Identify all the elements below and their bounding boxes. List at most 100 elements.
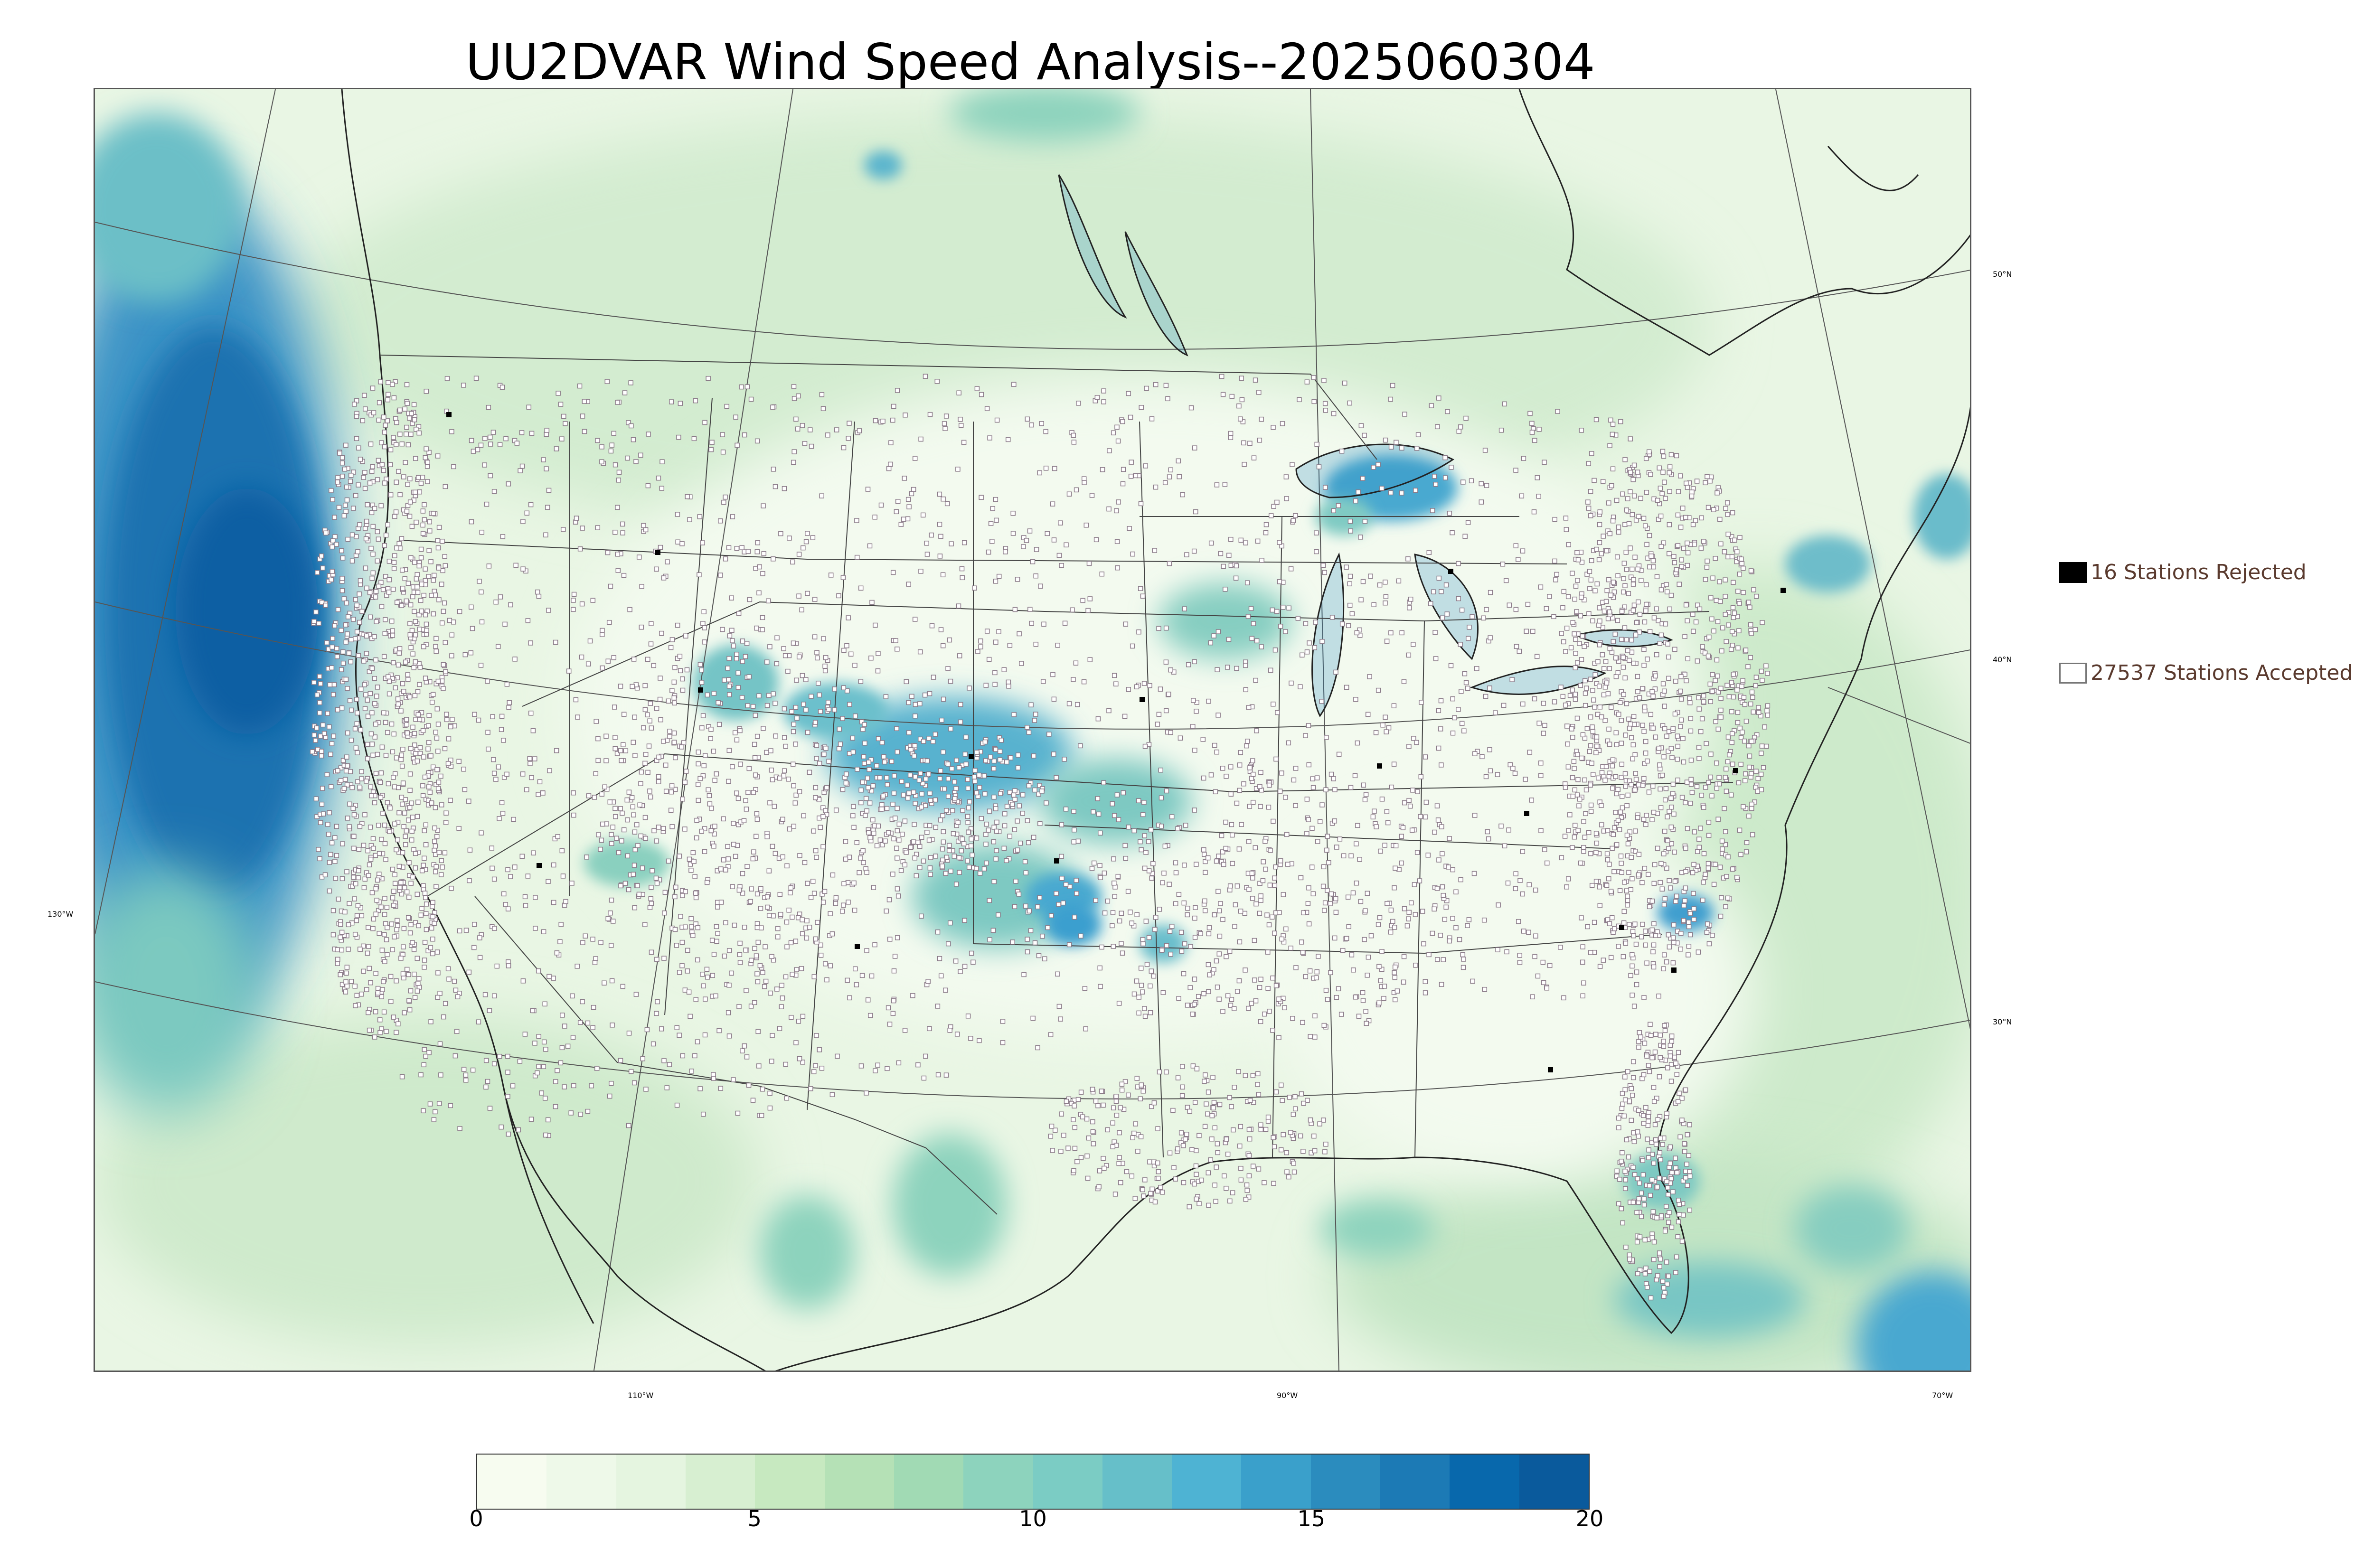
accepted-station-marker: [1620, 1220, 1625, 1226]
accepted-station-marker: [524, 510, 530, 516]
accepted-station-marker: [587, 638, 593, 644]
accepted-station-marker: [1129, 920, 1135, 926]
accepted-station-marker: [1072, 914, 1077, 920]
accepted-station-marker: [1268, 667, 1273, 673]
accepted-station-marker: [887, 1022, 893, 1027]
accepted-station-marker: [1058, 520, 1063, 526]
accepted-station-marker: [1624, 888, 1630, 893]
accepted-station-marker: [793, 1040, 799, 1045]
accepted-station-marker: [364, 585, 369, 591]
accepted-station-marker: [1062, 620, 1068, 626]
accepted-station-marker: [666, 858, 671, 864]
accepted-station-marker: [1741, 804, 1746, 809]
accepted-station-marker: [889, 759, 895, 764]
accepted-station-marker: [730, 514, 735, 519]
accepted-station-marker: [1160, 1190, 1165, 1195]
accepted-station-marker: [397, 432, 403, 437]
accepted-station-marker: [693, 895, 699, 901]
accepted-station-marker: [1599, 551, 1604, 556]
accepted-station-marker: [1258, 804, 1263, 809]
accepted-station-marker: [1439, 982, 1444, 987]
accepted-station-marker: [1654, 1215, 1659, 1221]
accepted-station-marker: [1238, 750, 1243, 755]
accepted-station-marker: [319, 749, 324, 754]
accepted-station-marker: [825, 700, 831, 705]
accepted-station-marker: [743, 798, 748, 803]
accepted-station-marker: [1314, 530, 1319, 535]
accepted-station-marker: [1251, 455, 1257, 460]
accepted-station-marker: [1058, 1016, 1063, 1022]
accepted-station-marker: [1637, 1180, 1642, 1186]
accepted-station-marker: [1643, 523, 1648, 528]
accepted-station-marker: [867, 835, 873, 840]
accepted-station-marker: [828, 573, 834, 578]
accepted-station-marker: [737, 940, 743, 946]
accepted-station-marker: [1015, 577, 1020, 582]
accepted-station-marker: [702, 849, 707, 854]
accepted-station-marker: [571, 790, 576, 796]
great-lakes: [1058, 174, 1673, 717]
accepted-station-marker: [779, 983, 784, 988]
accepted-station-marker: [1668, 885, 1673, 891]
accepted-station-marker: [560, 873, 566, 879]
accepted-station-marker: [632, 1080, 637, 1086]
accepted-station-marker: [938, 627, 944, 632]
accepted-station-marker: [1258, 770, 1263, 775]
accepted-station-marker: [648, 641, 654, 647]
accepted-station-marker: [411, 665, 417, 670]
accepted-station-marker: [449, 429, 454, 434]
accepted-station-marker: [423, 676, 428, 681]
accepted-station-marker: [423, 612, 428, 618]
accepted-station-marker: [754, 733, 760, 739]
accepted-station-marker: [1323, 408, 1328, 413]
accepted-station-marker: [1004, 804, 1010, 809]
accepted-station-marker: [1643, 1266, 1649, 1271]
accepted-station-marker: [1314, 549, 1319, 554]
accepted-station-marker: [1662, 1228, 1668, 1234]
accepted-station-marker: [956, 603, 961, 609]
accepted-station-marker: [1112, 894, 1118, 899]
accepted-station-marker: [1624, 637, 1629, 643]
accepted-station-marker: [362, 682, 367, 687]
accepted-station-marker: [1694, 479, 1700, 484]
accepted-station-marker: [1677, 1134, 1683, 1140]
accepted-station-marker: [1291, 518, 1296, 523]
accepted-station-marker: [1046, 732, 1052, 737]
accepted-station-marker: [783, 974, 789, 980]
accepted-station-marker: [915, 839, 921, 845]
accepted-station-marker: [625, 455, 630, 461]
accepted-station-marker: [1563, 516, 1569, 521]
accepted-station-marker: [1722, 549, 1727, 554]
accepted-station-marker: [837, 726, 842, 732]
accepted-station-marker: [1051, 696, 1057, 702]
accepted-station-marker: [1732, 610, 1737, 616]
accepted-station-marker: [1664, 733, 1669, 739]
accepted-station-marker: [641, 523, 646, 528]
accepted-station-marker: [1593, 417, 1599, 423]
accepted-station-marker: [334, 853, 339, 858]
accepted-station-marker: [858, 679, 864, 684]
accepted-station-marker: [615, 552, 621, 557]
accepted-station-marker: [862, 741, 867, 746]
accepted-station-marker: [631, 872, 636, 877]
accepted-station-marker: [851, 825, 857, 830]
accepted-station-marker: [820, 406, 826, 411]
accepted-station-marker: [913, 774, 918, 779]
accepted-station-marker: [1096, 811, 1102, 817]
accepted-station-marker: [845, 977, 850, 983]
accepted-station-marker: [1753, 683, 1758, 688]
accepted-station-marker: [551, 976, 556, 981]
accepted-station-marker: [996, 912, 1001, 918]
accepted-station-marker: [615, 400, 620, 405]
coastlines: [341, 89, 1970, 1371]
accepted-station-marker: [738, 761, 743, 767]
accepted-station-marker: [1199, 1177, 1204, 1183]
accepted-station-marker: [754, 625, 759, 631]
accepted-station-marker: [580, 413, 585, 419]
accepted-station-marker: [1032, 940, 1038, 946]
accepted-station-marker: [1544, 860, 1550, 866]
accepted-station-marker: [1156, 1169, 1161, 1174]
accepted-station-marker: [450, 717, 455, 722]
accepted-station-marker: [393, 442, 399, 447]
accepted-station-marker: [829, 1092, 835, 1097]
